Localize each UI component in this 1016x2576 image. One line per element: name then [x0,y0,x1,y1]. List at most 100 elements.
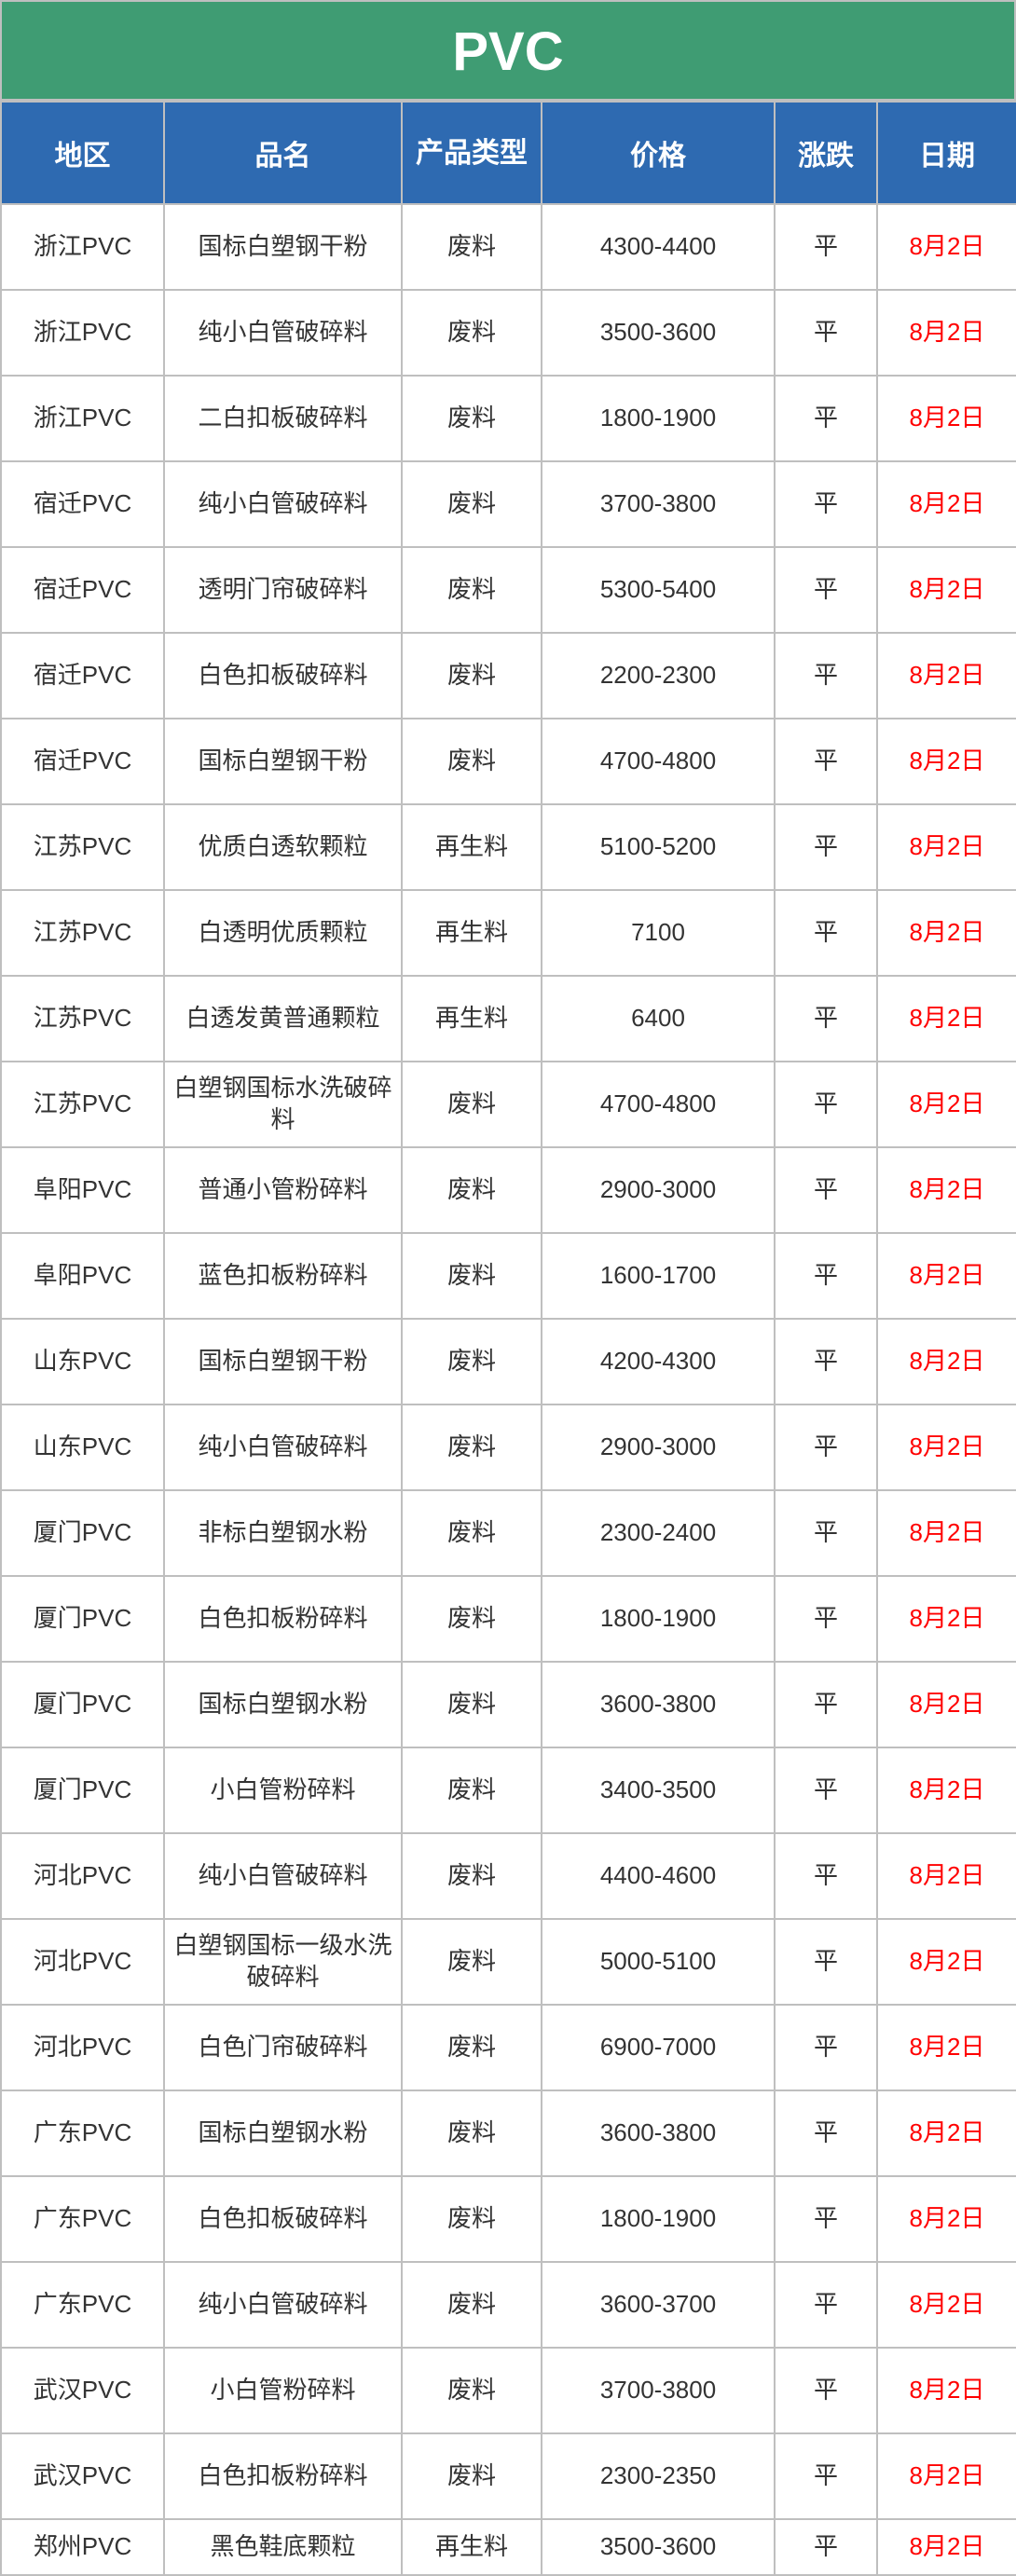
cell-name: 国标白塑钢水粉 [164,1662,402,1747]
cell-name: 白色扣板破碎料 [164,2176,402,2262]
cell-price: 7100 [542,890,775,976]
cell-price: 3500-3600 [542,2519,775,2575]
header-type: 产品类型 [402,102,542,204]
table-row: 河北PVC白色门帘破碎料废料6900-7000平8月2日 [1,2005,1016,2090]
cell-type: 废料 [402,2262,542,2348]
table-row: 厦门PVC小白管粉碎料废料3400-3500平8月2日 [1,1747,1016,1833]
header-name: 品名 [164,102,402,204]
cell-region: 河北PVC [1,2005,164,2090]
cell-name: 白塑钢国标一级水洗破碎料 [164,1919,402,2005]
header-change: 涨跌 [775,102,877,204]
cell-change: 平 [775,2176,877,2262]
cell-price: 3500-3600 [542,290,775,376]
cell-date: 8月2日 [877,1662,1016,1747]
cell-price: 4200-4300 [542,1319,775,1404]
cell-price: 6400 [542,976,775,1062]
table-row: 郑州PVC黑色鞋底颗粒再生料3500-3600平8月2日 [1,2519,1016,2575]
cell-region: 武汉PVC [1,2348,164,2433]
cell-name: 国标白塑钢干粉 [164,1319,402,1404]
cell-date: 8月2日 [877,1147,1016,1233]
cell-type: 废料 [402,1147,542,1233]
cell-name: 优质白透软颗粒 [164,804,402,890]
price-table: 地区 品名 产品类型 价格 涨跌 日期 浙江PVC国标白塑钢干粉废料4300-4… [0,101,1016,2576]
cell-region: 广东PVC [1,2262,164,2348]
cell-type: 废料 [402,719,542,804]
cell-change: 平 [775,204,877,290]
table-row: 江苏PVC白透明优质颗粒再生料7100平8月2日 [1,890,1016,976]
cell-price: 1800-1900 [542,2176,775,2262]
header-date: 日期 [877,102,1016,204]
cell-change: 平 [775,2262,877,2348]
cell-region: 厦门PVC [1,1662,164,1747]
cell-price: 1600-1700 [542,1233,775,1319]
cell-type: 废料 [402,2348,542,2433]
cell-type: 废料 [402,1233,542,1319]
cell-change: 平 [775,1919,877,2005]
cell-price: 1800-1900 [542,1576,775,1662]
cell-name: 白色扣板粉碎料 [164,1576,402,1662]
cell-region: 浙江PVC [1,204,164,290]
table-row: 武汉PVC白色扣板粉碎料废料2300-2350平8月2日 [1,2433,1016,2519]
cell-region: 宿迁PVC [1,547,164,633]
cell-region: 江苏PVC [1,976,164,1062]
cell-date: 8月2日 [877,1062,1016,1147]
cell-region: 宿迁PVC [1,633,164,719]
cell-price: 3400-3500 [542,1747,775,1833]
cell-name: 小白管粉碎料 [164,1747,402,1833]
cell-region: 广东PVC [1,2176,164,2262]
cell-date: 8月2日 [877,204,1016,290]
cell-date: 8月2日 [877,976,1016,1062]
cell-date: 8月2日 [877,1747,1016,1833]
cell-change: 平 [775,2519,877,2575]
cell-date: 8月2日 [877,2433,1016,2519]
cell-region: 阜阳PVC [1,1147,164,1233]
table-row: 河北PVC白塑钢国标一级水洗破碎料废料5000-5100平8月2日 [1,1919,1016,2005]
table-row: 阜阳PVC普通小管粉碎料废料2900-3000平8月2日 [1,1147,1016,1233]
cell-price: 3600-3700 [542,2262,775,2348]
table-row: 厦门PVC白色扣板粉碎料废料1800-1900平8月2日 [1,1576,1016,1662]
cell-change: 平 [775,2090,877,2176]
header-price: 价格 [542,102,775,204]
cell-date: 8月2日 [877,804,1016,890]
cell-date: 8月2日 [877,2090,1016,2176]
cell-price: 2300-2350 [542,2433,775,2519]
table-row: 宿迁PVC白色扣板破碎料废料2200-2300平8月2日 [1,633,1016,719]
cell-type: 废料 [402,290,542,376]
cell-region: 山东PVC [1,1319,164,1404]
table-row: 山东PVC国标白塑钢干粉废料4200-4300平8月2日 [1,1319,1016,1404]
cell-name: 白塑钢国标水洗破碎料 [164,1062,402,1147]
cell-date: 8月2日 [877,1919,1016,2005]
table-row: 浙江PVC国标白塑钢干粉废料4300-4400平8月2日 [1,204,1016,290]
cell-type: 再生料 [402,804,542,890]
table-row: 江苏PVC白塑钢国标水洗破碎料废料4700-4800平8月2日 [1,1062,1016,1147]
cell-date: 8月2日 [877,2519,1016,2575]
cell-date: 8月2日 [877,2005,1016,2090]
cell-type: 废料 [402,1747,542,1833]
cell-name: 小白管粉碎料 [164,2348,402,2433]
cell-region: 宿迁PVC [1,719,164,804]
cell-price: 2900-3000 [542,1147,775,1233]
table-row: 宿迁PVC国标白塑钢干粉废料4700-4800平8月2日 [1,719,1016,804]
cell-price: 5100-5200 [542,804,775,890]
cell-type: 废料 [402,2005,542,2090]
cell-price: 3600-3800 [542,1662,775,1747]
cell-region: 山东PVC [1,1404,164,1490]
cell-price: 5000-5100 [542,1919,775,2005]
cell-change: 平 [775,2348,877,2433]
cell-type: 废料 [402,1662,542,1747]
cell-date: 8月2日 [877,290,1016,376]
cell-change: 平 [775,2433,877,2519]
cell-region: 广东PVC [1,2090,164,2176]
table-row: 山东PVC纯小白管破碎料废料2900-3000平8月2日 [1,1404,1016,1490]
cell-price: 3600-3800 [542,2090,775,2176]
cell-region: 厦门PVC [1,1747,164,1833]
cell-date: 8月2日 [877,719,1016,804]
cell-change: 平 [775,719,877,804]
cell-type: 废料 [402,2176,542,2262]
table-row: 河北PVC纯小白管破碎料废料4400-4600平8月2日 [1,1833,1016,1919]
table-body: 浙江PVC国标白塑钢干粉废料4300-4400平8月2日浙江PVC纯小白管破碎料… [1,204,1016,2575]
table-row: 浙江PVC纯小白管破碎料废料3500-3600平8月2日 [1,290,1016,376]
cell-type: 废料 [402,1833,542,1919]
cell-name: 白色门帘破碎料 [164,2005,402,2090]
table-row: 浙江PVC二白扣板破碎料废料1800-1900平8月2日 [1,376,1016,461]
